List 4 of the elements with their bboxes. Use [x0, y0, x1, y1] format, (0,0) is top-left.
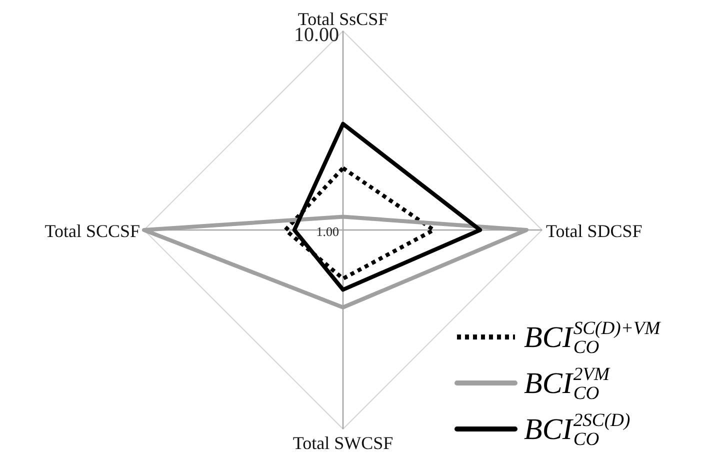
spoke-label: Total SDCSF — [546, 221, 642, 241]
y-tick-label: 1.00 — [316, 224, 339, 239]
spoke-label: Total SCCSF — [44, 221, 140, 241]
spoke-label: Total SWCSF — [292, 433, 394, 453]
